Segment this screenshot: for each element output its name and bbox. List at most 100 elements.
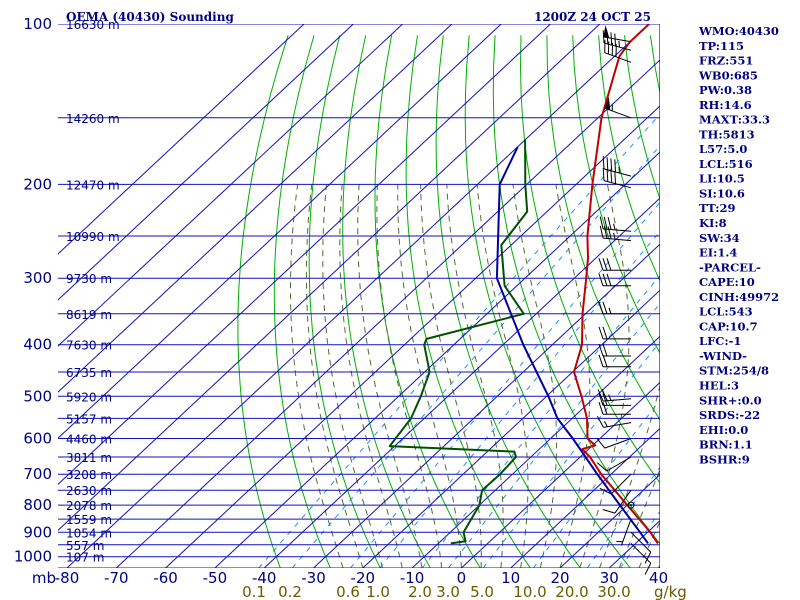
wind-barb	[598, 258, 631, 271]
height-label: 2630 m	[66, 484, 112, 498]
wind-barb	[599, 225, 632, 242]
wind-barb	[603, 25, 632, 43]
wind-barb	[598, 301, 631, 315]
index-value: SI:10.6	[699, 186, 745, 200]
temperature-tick-label: -80	[55, 569, 80, 587]
height-label: 12470 m	[66, 178, 120, 192]
index-value: -PARCEL-	[699, 260, 761, 274]
moist-adiabat-line	[446, 184, 504, 568]
index-value: PW:0.38	[699, 83, 752, 97]
temperature-profile-line	[573, 24, 659, 544]
temperature-tick-label: 40	[649, 569, 668, 587]
index-value: LFC:-1	[699, 334, 741, 348]
height-label: 1559 m	[66, 513, 112, 527]
index-value: SRDS:-22	[699, 408, 760, 422]
index-value: CAP:10.7	[699, 319, 758, 333]
pressure-tick-label: 500	[23, 387, 52, 405]
wind-barb	[602, 156, 632, 177]
dry-adiabat-line	[308, 35, 381, 568]
height-label: 107 m	[66, 551, 104, 565]
moist-adiabat-line	[638, 520, 660, 568]
index-value: EI:1.4	[699, 246, 737, 260]
chart-title: OEMA (40430) Sounding	[66, 10, 234, 24]
index-value: BRN:1.1	[699, 438, 753, 452]
chart-valid-time: 1200Z 24 OCT 25	[534, 10, 651, 24]
wind-barb	[604, 40, 632, 63]
wind-barbs	[596, 25, 652, 575]
dry-adiabat-line	[572, 35, 660, 355]
index-value: LCL:516	[699, 157, 753, 171]
temperature-tick-label: -20	[351, 569, 376, 587]
wind-barb	[598, 326, 631, 340]
mixing-ratio-label: 1.0	[366, 583, 390, 600]
isotherm-line	[66, 24, 650, 568]
moist-adiabat-line	[579, 184, 630, 568]
moist-adiabat-line	[305, 184, 364, 568]
height-label: 4460 m	[66, 433, 112, 447]
dry-adiabat-line	[273, 35, 331, 568]
mixing-ratio-label: 20.0	[555, 583, 588, 600]
height-label: 557 m	[66, 539, 104, 553]
index-value: RH:14.6	[699, 98, 752, 112]
height-label: 8619 m	[66, 308, 112, 322]
wind-barb	[598, 343, 631, 357]
index-value: TP:115	[699, 39, 744, 53]
temperature-tick-label: -30	[301, 569, 326, 587]
wind-barb	[616, 518, 632, 546]
isotherm-line	[58, 24, 601, 532]
moist-adiabat-line	[290, 184, 344, 568]
index-value: -WIND-	[699, 349, 747, 363]
index-value: HEL:3	[699, 378, 739, 392]
mixing-ratio-label: 0.6	[336, 583, 360, 600]
pressure-tick-label: 600	[23, 430, 52, 448]
mixing-ratio-label: 3.0	[436, 583, 460, 600]
index-value: LCL:543	[699, 305, 753, 319]
parcel-profile-line	[495, 146, 649, 544]
pressure-tick-label: 1000	[14, 548, 52, 566]
pressure-tick-label: 800	[23, 496, 52, 514]
dry-adiabat-line	[598, 35, 660, 283]
moist-adiabat-line	[339, 184, 403, 568]
isotherm-line	[461, 381, 660, 568]
mixing-ratio-label: 30.0	[597, 583, 630, 600]
height-label: 2078 m	[66, 499, 112, 513]
grid-lines	[58, 24, 660, 568]
temperature-tick-label: -40	[252, 569, 277, 587]
height-label: 3811 m	[66, 451, 112, 465]
mixing-ratio-label: 5.0	[470, 583, 494, 600]
isotherm-line	[58, 24, 403, 347]
wind-barb	[598, 354, 631, 368]
index-value: BSHR:9	[699, 452, 750, 466]
wind-barb	[598, 402, 631, 415]
index-value: TT:29	[699, 201, 736, 215]
wind-barb	[597, 388, 632, 402]
dewpoint-profile-line	[388, 139, 529, 545]
isotherm-line	[362, 289, 660, 568]
moist-adiabat-line	[476, 184, 529, 568]
isotherm-line	[58, 24, 453, 393]
index-value: MAXT:33.3	[699, 113, 770, 127]
wind-barb	[602, 489, 632, 514]
index-value: WB0:685	[698, 68, 758, 82]
isotherm-line	[411, 335, 660, 568]
isotherm-line	[559, 473, 660, 568]
height-label: 14260 m	[66, 112, 120, 126]
height-label: 1054 m	[66, 526, 112, 540]
temperature-tick-label: -60	[153, 569, 178, 587]
pressure-tick-label: 300	[23, 269, 52, 287]
isotherm-line	[165, 105, 660, 568]
wind-barb	[598, 393, 631, 406]
index-value: LI:10.5	[699, 172, 745, 186]
pressure-tick-label: 400	[23, 336, 52, 354]
temperature-tick-label: 10	[501, 569, 520, 587]
height-label: 7630 m	[66, 339, 112, 353]
index-value: L57:5.0	[699, 142, 747, 156]
dry-adiabat-line	[435, 35, 581, 568]
isotherm-line	[58, 24, 551, 485]
wind-barb	[602, 167, 632, 189]
temperature-tick-label: -50	[203, 569, 228, 587]
temperature-tick-label: 30	[600, 569, 619, 587]
moist-adiabat-line	[322, 184, 383, 568]
